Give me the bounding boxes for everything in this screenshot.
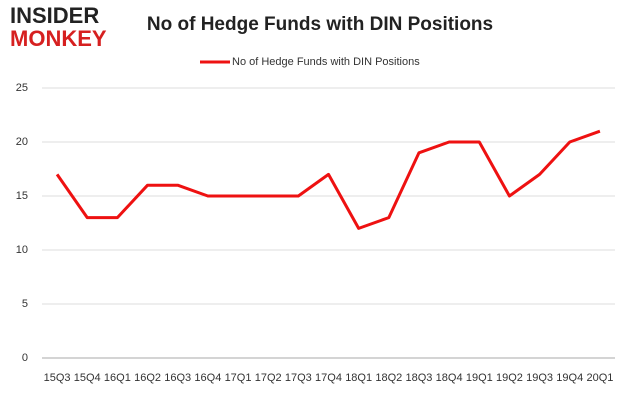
y-tick-label: 0: [22, 352, 28, 364]
x-tick-label: 19Q4: [556, 372, 583, 384]
chart-title: No of Hedge Funds with DIN Positions: [147, 14, 493, 35]
x-tick-label: 19Q1: [466, 372, 493, 384]
x-tick-label: 19Q2: [496, 372, 523, 384]
legend-label: No of Hedge Funds with DIN Positions: [232, 56, 420, 68]
x-tick-label: 16Q1: [104, 372, 131, 384]
x-tick-label: 18Q4: [436, 372, 463, 384]
y-tick-label: 10: [16, 244, 28, 256]
y-tick-label: 25: [16, 82, 28, 94]
y-tick-label: 5: [22, 298, 28, 310]
x-tick-label: 17Q3: [285, 372, 312, 384]
y-tick-label: 15: [16, 190, 28, 202]
logo-top: INSIDER: [10, 3, 99, 28]
x-tick-label: 18Q2: [375, 372, 402, 384]
x-tick-label: 16Q3: [164, 372, 191, 384]
y-tick-label: 20: [16, 136, 28, 148]
data-line: [55, 129, 601, 230]
x-tick-label: 17Q1: [225, 372, 252, 384]
logo-bottom: MONKEY: [10, 26, 107, 51]
x-tick-label: 17Q2: [255, 372, 282, 384]
x-tick-label: 17Q4: [315, 372, 342, 384]
x-tick-label: 20Q1: [586, 372, 613, 384]
x-tick-label: 18Q1: [345, 372, 372, 384]
x-tick-label: 15Q4: [74, 372, 101, 384]
x-tick-label: 18Q3: [406, 372, 433, 384]
x-tick-label: 16Q4: [194, 372, 221, 384]
x-tick-label: 15Q3: [44, 372, 71, 384]
x-tick-label: 16Q2: [134, 372, 161, 384]
x-tick-label: 19Q3: [526, 372, 553, 384]
